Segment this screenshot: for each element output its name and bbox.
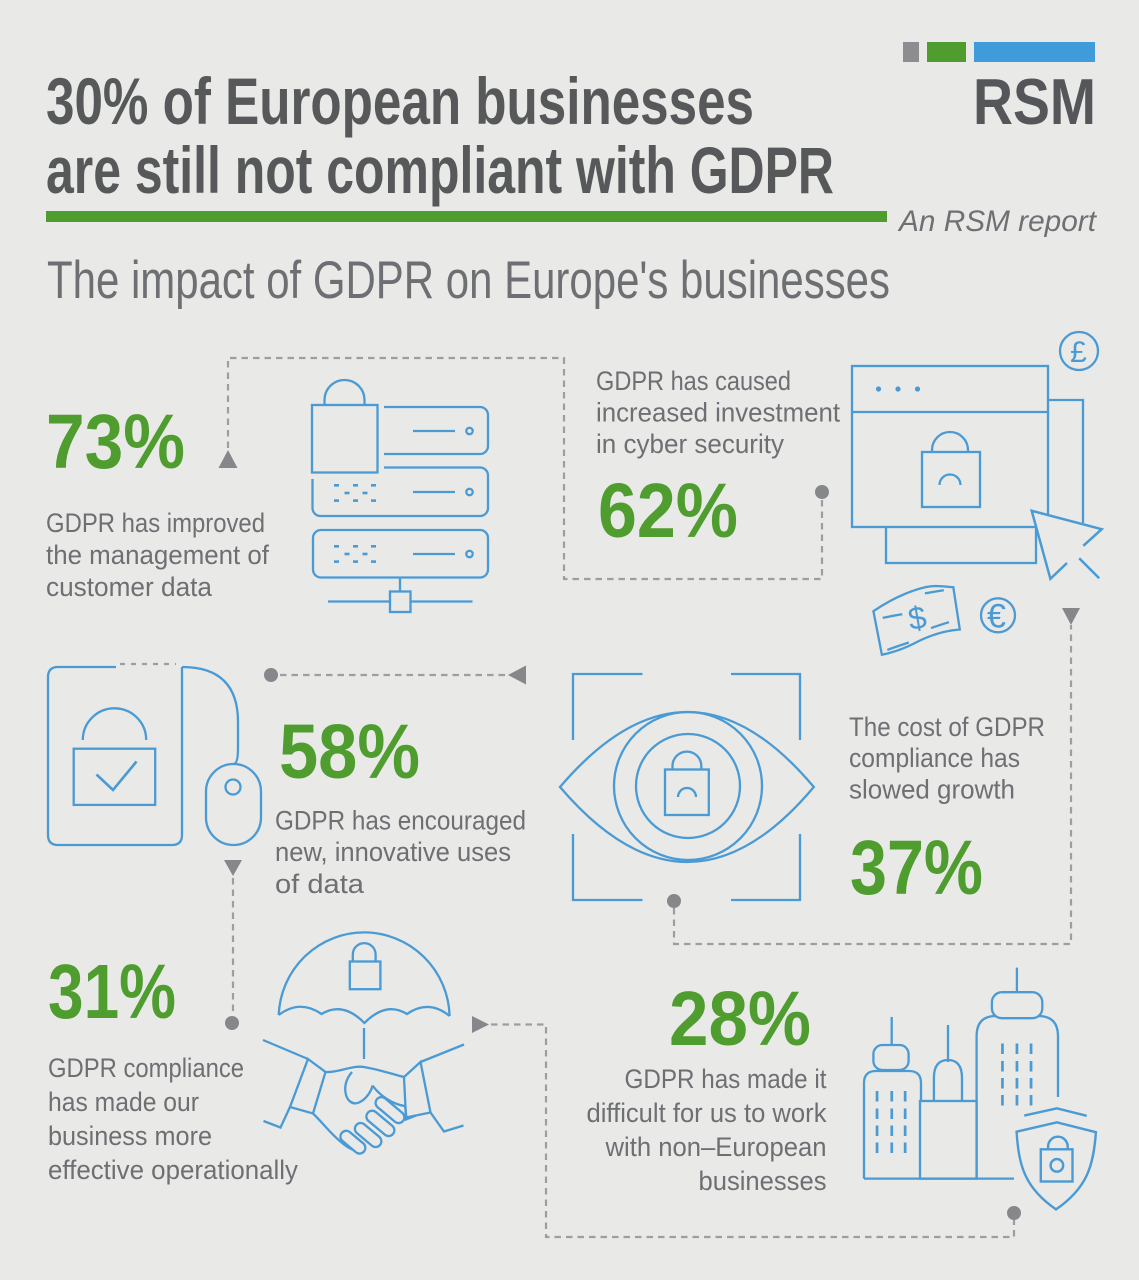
svg-text:increased investment: increased investment [596, 398, 840, 428]
svg-text:62%: 62% [598, 468, 738, 554]
svg-text:GDPR has caused: GDPR has caused [596, 366, 791, 396]
svg-text:58%: 58% [279, 709, 420, 795]
svg-text:GDPR has encouraged: GDPR has encouraged [275, 806, 526, 836]
svg-text:GDPR compliance: GDPR compliance [48, 1053, 244, 1083]
svg-text:GDPR has made it: GDPR has made it [625, 1064, 827, 1094]
svg-text:are still not compliant with G: are still not compliant with GDPR [46, 133, 834, 207]
svg-text:The cost of GDPR: The cost of GDPR [849, 712, 1045, 742]
svg-text:compliance has: compliance has [849, 743, 1020, 773]
svg-text:$: $ [905, 599, 929, 638]
svg-text:effective operationally: effective operationally [48, 1155, 298, 1185]
svg-text:has made our: has made our [48, 1087, 199, 1117]
svg-text:customer data: customer data [46, 572, 213, 602]
svg-text:€: € [987, 598, 1006, 636]
svg-text:in cyber security: in cyber security [596, 429, 784, 459]
svg-text:the management of: the management of [46, 540, 269, 570]
svg-text:28%: 28% [669, 976, 811, 1062]
svg-text:37%: 37% [850, 825, 983, 911]
svg-text:slowed growth: slowed growth [849, 775, 1015, 805]
svg-text:business more: business more [48, 1121, 212, 1151]
svg-text:of data: of data [275, 869, 365, 899]
svg-text:new, innovative uses: new, innovative uses [275, 837, 511, 867]
svg-text:£: £ [1070, 336, 1087, 369]
svg-text:businesses: businesses [699, 1166, 827, 1196]
svg-text:73%: 73% [46, 399, 185, 485]
svg-text:An RSM report: An RSM report [897, 205, 1098, 238]
svg-text:31%: 31% [48, 949, 176, 1035]
svg-text:difficult for us to work: difficult for us to work [587, 1098, 827, 1128]
svg-text:30% of European businesses: 30% of European businesses [46, 64, 754, 138]
svg-text:GDPR has improved: GDPR has improved [46, 508, 265, 538]
svg-text:The impact of GDPR on Europe's: The impact of GDPR on Europe's businesse… [47, 251, 890, 310]
svg-text:with non–European: with non–European [605, 1132, 827, 1162]
svg-text:RSM: RSM [973, 65, 1096, 138]
